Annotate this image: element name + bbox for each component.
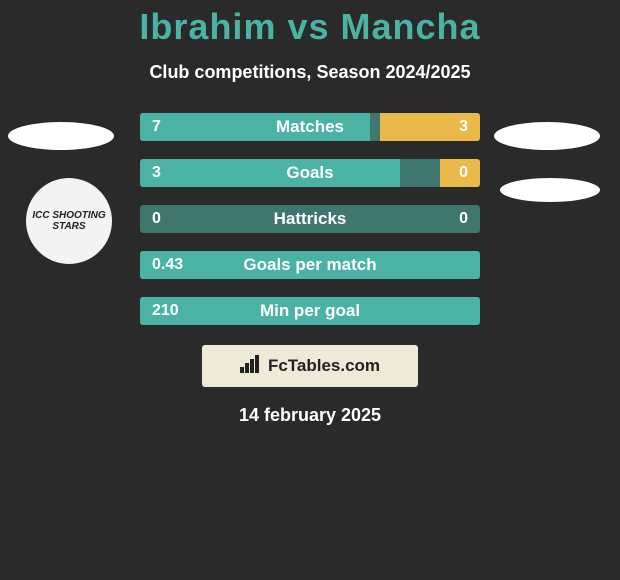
stat-row: Goals per match0.43: [140, 251, 480, 281]
stat-right-value: 0: [459, 159, 468, 187]
stat-left-value: 210: [152, 297, 179, 325]
stat-right-value: 3: [459, 113, 468, 141]
stat-row: Min per goal210: [140, 297, 480, 327]
stat-track: Min per goal210: [140, 297, 480, 325]
page-title: Ibrahim vs Mancha: [0, 0, 620, 48]
stat-label: Matches: [140, 113, 480, 141]
stat-label: Goals per match: [140, 251, 480, 279]
subtitle: Club competitions, Season 2024/2025: [0, 62, 620, 83]
stats-list: Matches73Goals30Hattricks00Goals per mat…: [0, 113, 620, 327]
stat-track: Goals per match0.43: [140, 251, 480, 279]
stat-left-value: 7: [152, 113, 161, 141]
stat-right-value: 0: [459, 205, 468, 233]
stat-left-value: 0: [152, 205, 161, 233]
source-logo: FcTables.com: [202, 345, 418, 387]
stat-row: Hattricks0 0: [140, 205, 480, 235]
stat-track: Hattricks0 0: [140, 205, 480, 233]
title-player2: Mancha: [341, 6, 481, 47]
stat-left-value: 3: [152, 159, 161, 187]
stat-label: Goals: [140, 159, 480, 187]
stat-label: Min per goal: [140, 297, 480, 325]
stat-left-value: 0.43: [152, 251, 183, 279]
stat-track: Matches7 3: [140, 113, 480, 141]
stat-label: Hattricks: [140, 205, 480, 233]
stat-track: Goals3 0: [140, 159, 480, 187]
title-vs: vs: [287, 6, 329, 47]
chart-icon: [240, 355, 262, 378]
comparison-infographic: Ibrahim vs Mancha Club competitions, Sea…: [0, 0, 620, 580]
title-player1: Ibrahim: [139, 6, 276, 47]
infographic-date: 14 february 2025: [0, 405, 620, 426]
stat-row: Matches7 3: [140, 113, 480, 143]
source-logo-text: FcTables.com: [268, 356, 380, 376]
stat-row: Goals3 0: [140, 159, 480, 189]
